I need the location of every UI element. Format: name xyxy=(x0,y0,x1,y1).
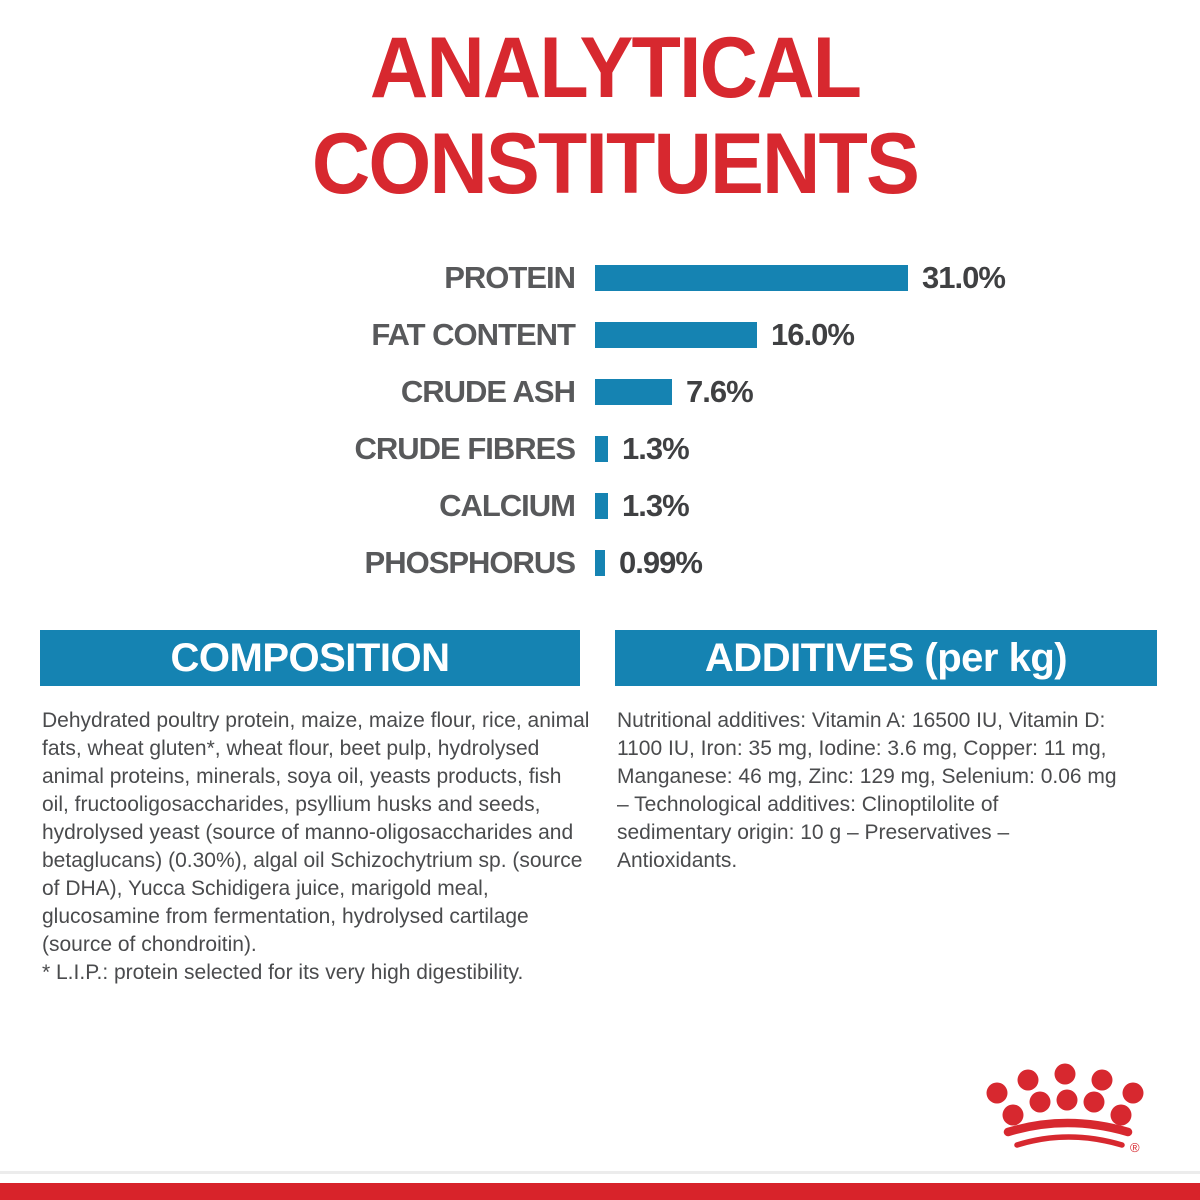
chart-row-phosphorus: PHOSPHORUS 0.99% xyxy=(0,534,1200,591)
composition-header-label: COMPOSITION xyxy=(170,635,450,680)
registered-trademark-symbol: ® xyxy=(1130,1140,1140,1155)
composition-header: COMPOSITION xyxy=(40,630,580,686)
chart-row-protein: PROTEIN 31.0% xyxy=(0,249,1200,306)
chart-bar xyxy=(595,549,605,576)
chart-category-label: CRUDE FIBRES xyxy=(354,430,576,466)
chart-value-label: 0.99% xyxy=(619,544,703,580)
additives-header: ADDITIVES (per kg) xyxy=(615,630,1157,686)
chart-value-label: 31.0% xyxy=(922,259,1006,295)
additives-header-label: ADDITIVES (per kg) xyxy=(704,635,1068,680)
composition-body: Dehydrated poultry protein, maize, maize… xyxy=(42,709,590,956)
chart-value-label: 1.3% xyxy=(622,487,690,523)
chart-row-calcium: CALCIUM 1.3% xyxy=(0,477,1200,534)
chart-row-crude-ash: CRUDE ASH 7.6% xyxy=(0,363,1200,420)
footer-red-strip xyxy=(0,1183,1200,1200)
composition-footnote: * L.I.P.: protein selected for its very … xyxy=(42,961,524,984)
page-title-line1: ANALYTICAL xyxy=(369,20,862,116)
page-title-line2: CONSTITUENTS xyxy=(311,116,920,212)
chart-category-label: PHOSPHORUS xyxy=(364,544,576,580)
chart-category-label: FAT CONTENT xyxy=(371,316,576,352)
chart-bar xyxy=(595,264,908,291)
chart-row-crude-fibres: CRUDE FIBRES 1.3% xyxy=(0,420,1200,477)
chart-category-label: CRUDE ASH xyxy=(400,373,576,409)
page-title: ANALYTICAL CONSTITUENTS xyxy=(30,20,1200,212)
chart-category-label: CALCIUM xyxy=(439,487,576,523)
chart-bar xyxy=(595,378,672,405)
royal-canin-crown-logo: ® xyxy=(986,1063,1144,1155)
chart-bar xyxy=(595,435,608,462)
chart-value-label: 1.3% xyxy=(622,430,690,466)
chart-bar xyxy=(595,492,608,519)
chart-category-label: PROTEIN xyxy=(444,259,576,295)
analytical-constituents-chart: PROTEIN 31.0% FAT CONTENT 16.0% CRUDE ASH 7.6… xyxy=(0,249,1200,591)
chart-row-fat-content: FAT CONTENT 16.0% xyxy=(0,306,1200,363)
chart-value-label: 7.6% xyxy=(686,373,754,409)
chart-bar xyxy=(595,321,757,348)
footer-divider-line xyxy=(0,1171,1200,1174)
additives-body: Nutritional additives: Vitamin A: 16500 … xyxy=(617,709,1117,872)
chart-value-label: 16.0% xyxy=(771,316,855,352)
